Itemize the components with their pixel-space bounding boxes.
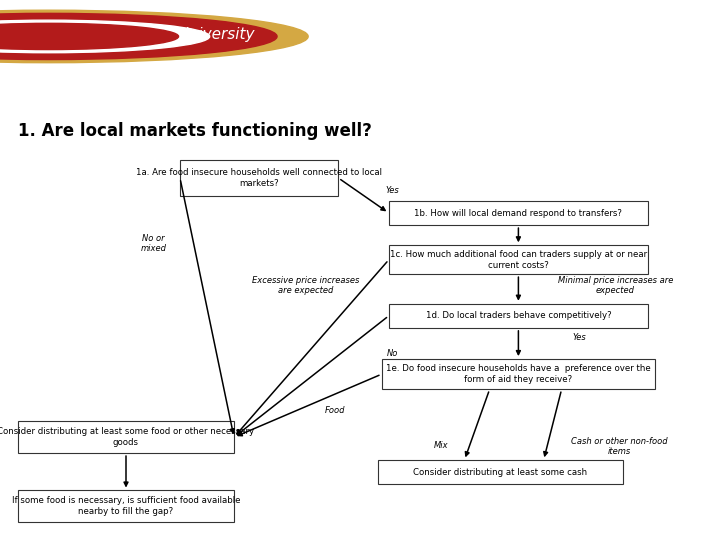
FancyBboxPatch shape	[389, 245, 648, 274]
Text: Food: Food	[325, 406, 345, 415]
Text: Minimal price increases are
expected: Minimal price increases are expected	[558, 276, 673, 295]
Circle shape	[0, 14, 277, 59]
Text: Consider distributing at least some cash: Consider distributing at least some cash	[413, 468, 588, 477]
Text: 1. Are local markets functioning well?: 1. Are local markets functioning well?	[18, 122, 372, 140]
Text: 1d. Do local traders behave competitively?: 1d. Do local traders behave competitivel…	[426, 311, 611, 320]
Text: 1c. How much additional food can traders supply at or near
current costs?: 1c. How much additional food can traders…	[390, 249, 647, 270]
FancyBboxPatch shape	[378, 460, 623, 484]
Text: Cornell University: Cornell University	[119, 28, 254, 43]
Text: Response analysis: Response analysis	[382, 24, 626, 49]
Text: Yes: Yes	[385, 186, 400, 195]
FancyBboxPatch shape	[389, 201, 648, 225]
FancyBboxPatch shape	[382, 359, 655, 389]
Text: 1e. Do food insecure households have a  preference over the
form of aid they rec: 1e. Do food insecure households have a p…	[386, 364, 651, 384]
Text: Mix: Mix	[433, 441, 448, 450]
Text: 1b. How will local demand respond to transfers?: 1b. How will local demand respond to tra…	[415, 208, 622, 218]
Circle shape	[0, 10, 308, 63]
Text: Cash or other non-food
items: Cash or other non-food items	[571, 437, 667, 456]
FancyBboxPatch shape	[180, 160, 338, 195]
FancyBboxPatch shape	[18, 490, 234, 522]
Text: Excessive price increases
are expected: Excessive price increases are expected	[252, 276, 360, 295]
Text: If some food is necessary, is sufficient food available
nearby to fill the gap?: If some food is necessary, is sufficient…	[12, 496, 240, 516]
FancyBboxPatch shape	[18, 421, 234, 453]
Text: Yes: Yes	[572, 333, 587, 342]
Text: 1a. Are food insecure households well connected to local
markets?: 1a. Are food insecure households well co…	[136, 168, 382, 188]
Text: Consider distributing at least some food or other necessary
goods: Consider distributing at least some food…	[0, 427, 255, 447]
Text: No: No	[387, 349, 398, 357]
FancyBboxPatch shape	[389, 303, 648, 328]
Text: No or
mixed: No or mixed	[140, 234, 166, 253]
Circle shape	[0, 23, 179, 50]
Circle shape	[0, 20, 210, 53]
